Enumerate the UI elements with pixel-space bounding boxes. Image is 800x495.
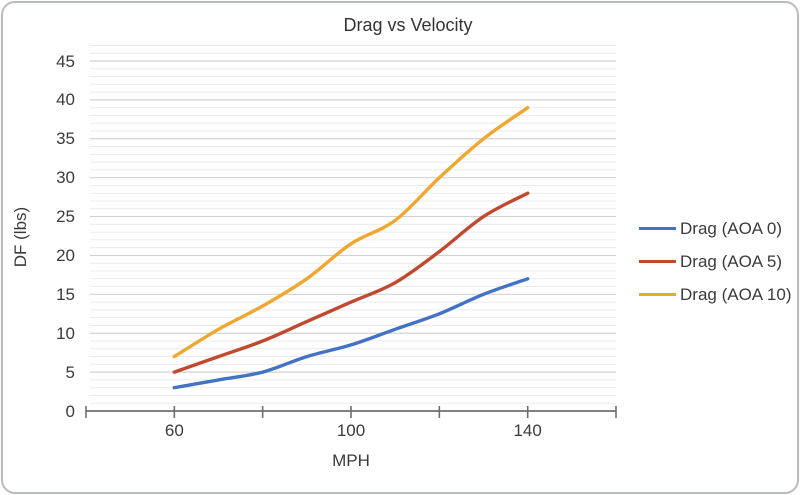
legend-line-swatch	[639, 260, 676, 263]
chart-title: Drag vs Velocity	[343, 15, 473, 35]
y-tick-label: 10	[56, 323, 75, 343]
x-tick-label: 140	[513, 421, 542, 440]
y-tick-label: 45	[56, 51, 75, 71]
x-axis-title: MPH	[332, 451, 370, 470]
legend-item-2: Drag (AOA 10)	[639, 285, 792, 304]
series-line-2	[172, 106, 530, 359]
x-tick-label: 100	[336, 421, 366, 440]
legend-item-0: Drag (AOA 0)	[639, 219, 792, 238]
y-tick-label: 15	[56, 284, 75, 304]
y-tick-label: 0	[65, 401, 75, 421]
legend-label: Drag (AOA 10)	[680, 284, 792, 304]
y-axis-title: DF (lbs)	[11, 206, 30, 268]
y-tick-label: 25	[56, 207, 75, 227]
y-tick-label: 35	[56, 129, 75, 149]
legend-label: Drag (AOA 0)	[680, 218, 783, 238]
x-tick-label: 60	[164, 421, 184, 440]
series-line-0	[172, 277, 530, 390]
y-tick-label: 30	[56, 168, 75, 188]
y-tick-label: 20	[56, 245, 75, 265]
plot-area	[85, 44, 617, 418]
legend-label: Drag (AOA 5)	[680, 251, 783, 271]
y-tick-label: 5	[65, 362, 75, 382]
legend-item-1: Drag (AOA 5)	[639, 252, 792, 271]
series-line-1	[172, 191, 530, 374]
y-tick-label: 40	[56, 90, 75, 110]
legend-line-swatch	[639, 227, 676, 230]
legend: Drag (AOA 0) Drag (AOA 5) Drag (AOA 10)	[639, 219, 792, 304]
legend-line-swatch	[639, 293, 676, 296]
